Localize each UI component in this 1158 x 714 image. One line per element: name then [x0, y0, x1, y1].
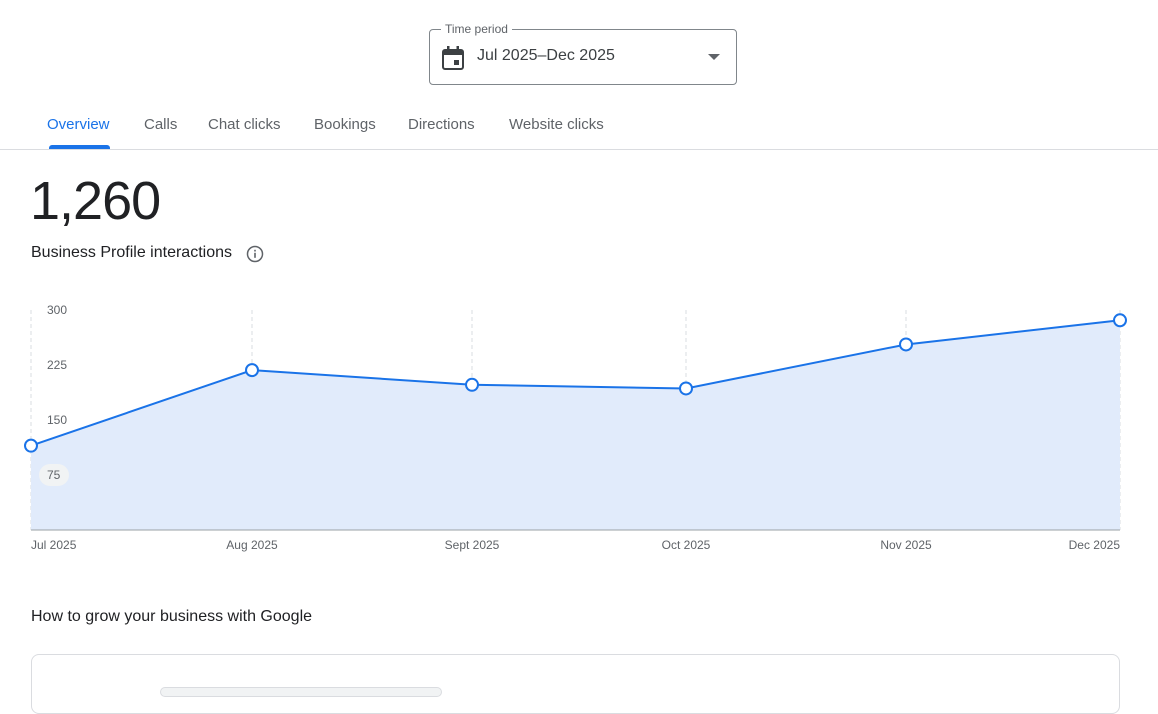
x-tick-label: Sept 2025: [445, 538, 500, 552]
time-period-value: Jul 2025–Dec 2025: [477, 47, 615, 64]
data-point: [679, 381, 693, 396]
y-tick-label: 75: [47, 468, 61, 482]
x-tick-label: Jul 2025: [31, 538, 77, 552]
data-point: [899, 337, 913, 352]
data-point: [245, 363, 259, 378]
active-tab-indicator: [49, 145, 110, 149]
interactions-chart: 75 150 225 300 Jul 2025 Aug 2025 Sept 2025 Oct …: [24, 303, 1127, 552]
tab-overview[interactable]: Overview: [47, 116, 110, 133]
data-point: [1113, 313, 1127, 328]
tab-directions[interactable]: Directions: [408, 116, 475, 133]
time-period-select[interactable]: Time period Jul 2025–Dec 2025: [429, 21, 737, 85]
data-point: [24, 438, 38, 453]
y-tick-label-bg: [39, 464, 69, 486]
tab-calls[interactable]: Calls: [144, 116, 178, 133]
time-period-label: Time period: [441, 21, 512, 37]
series-line: [30, 319, 1121, 447]
y-tick-label: 300: [47, 303, 67, 317]
data-point: [465, 377, 479, 392]
dropdown-arrow-icon: [708, 54, 720, 60]
tab-bookings[interactable]: Bookings: [314, 116, 376, 133]
x-tick-label: Dec 2025: [1069, 538, 1121, 552]
metric-label: Business Profile interactions: [31, 244, 232, 261]
info-icon[interactable]: [246, 245, 264, 263]
tab-chat-clicks[interactable]: Chat clicks: [208, 116, 281, 133]
area-fill: [31, 320, 1120, 530]
tab-bar: Overview Calls Chat clicks Bookings Dire…: [0, 100, 1158, 150]
tab-website-clicks[interactable]: Website clicks: [509, 116, 604, 133]
growth-card: [31, 654, 1120, 714]
y-tick-label: 150: [47, 413, 67, 427]
calendar-icon: [442, 46, 464, 70]
x-tick-label: Aug 2025: [226, 538, 278, 552]
x-tick-label: Oct 2025: [662, 538, 711, 552]
section-title: How to grow your business with Google: [31, 608, 313, 625]
metric-value: 1,260: [30, 171, 161, 231]
y-tick-label: 225: [47, 358, 67, 372]
x-tick-label: Nov 2025: [880, 538, 932, 552]
